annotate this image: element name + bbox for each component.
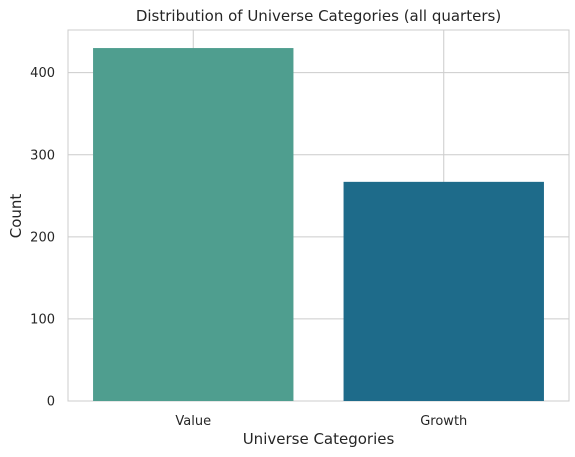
bar-value bbox=[93, 48, 294, 401]
y-tick-label-400: 400 bbox=[30, 66, 55, 81]
plot-area: Value Growth 0 100 200 300 400 bbox=[30, 29, 570, 429]
y-tick-label-100: 100 bbox=[30, 312, 55, 327]
chart-title: Distribution of Universe Categories (all… bbox=[136, 7, 501, 25]
y-axis-label: Count bbox=[7, 194, 25, 239]
y-tick-label-300: 300 bbox=[30, 148, 55, 163]
x-tick-labels: Value Growth bbox=[175, 414, 467, 429]
y-tick-labels: 0 100 200 300 400 bbox=[30, 66, 55, 409]
y-tick-label-0: 0 bbox=[47, 395, 55, 410]
bar-layer bbox=[93, 48, 544, 401]
x-tick-label-growth: Growth bbox=[420, 414, 467, 429]
x-axis-label: Universe Categories bbox=[243, 430, 395, 448]
bar-growth bbox=[343, 181, 544, 401]
y-tick-label-200: 200 bbox=[30, 230, 55, 245]
x-tick-label-value: Value bbox=[175, 414, 211, 429]
